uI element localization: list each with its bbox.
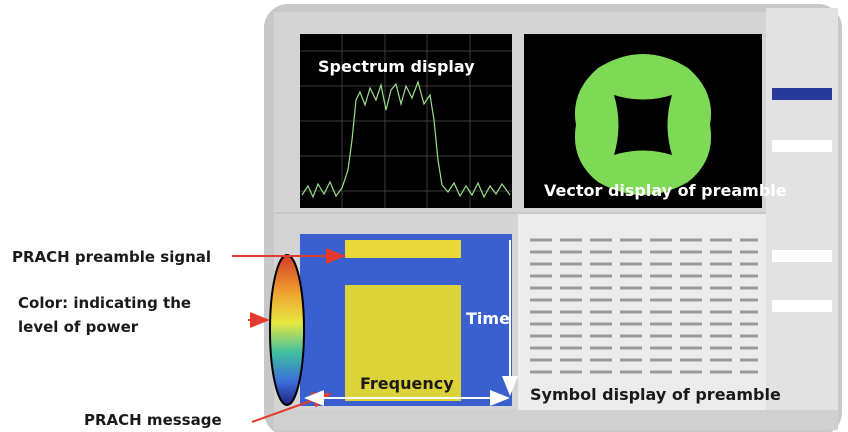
label: Spectrum display (318, 57, 475, 76)
label: PRACH message (84, 411, 222, 429)
label: Symbol display of preamble (530, 385, 781, 404)
sidebar (766, 8, 838, 412)
preamble-block (345, 240, 461, 258)
constellation-hole (614, 95, 672, 155)
label: level of power (18, 318, 139, 336)
sidebar-field (772, 140, 832, 152)
sidebar-field (772, 300, 832, 312)
label: Frequency (360, 374, 454, 393)
label: Vector display of preamble (544, 181, 787, 200)
sidebar-field (772, 250, 832, 262)
label: PRACH preamble signal (12, 248, 211, 266)
label: Time (466, 309, 510, 328)
page: {"annotations": { "spectrum_display": "S… (0, 0, 848, 432)
sidebar-field (772, 88, 832, 100)
label: Color: indicating the (18, 294, 191, 312)
power-color-scale (270, 255, 304, 405)
annotated-screenshot: Spectrum display Vector display of pream… (0, 0, 848, 432)
status-bar (274, 410, 838, 430)
